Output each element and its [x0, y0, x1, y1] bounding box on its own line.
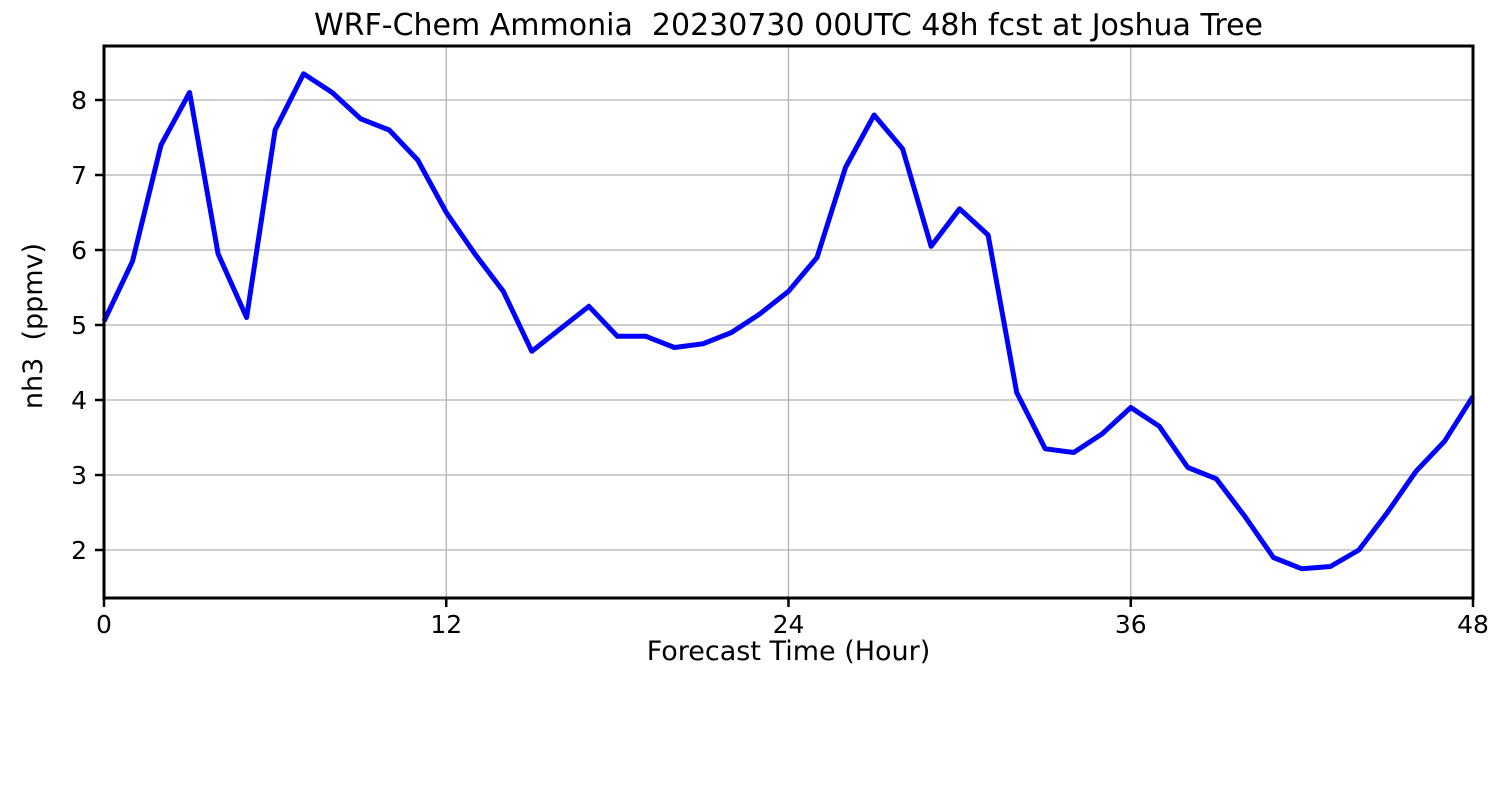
y-tick-label: 4	[71, 386, 87, 415]
y-tick-label: 3	[71, 461, 87, 490]
x-axis-label: Forecast Time (Hour)	[646, 636, 931, 667]
y-tick-label: 7	[71, 161, 87, 190]
y-tick-label: 5	[71, 311, 87, 340]
nh3-series-line	[101, 71, 1476, 572]
x-tick-label: 24	[773, 610, 805, 639]
x-tick-label: 12	[430, 610, 462, 639]
y-tick-label: 8	[71, 86, 87, 115]
y-tick-label: 6	[71, 236, 87, 265]
x-tick-label: 0	[96, 610, 112, 639]
x-tick-label: 36	[1115, 610, 1147, 639]
y-tick-label: 2	[71, 536, 87, 565]
x-tick-label: 48	[1457, 610, 1489, 639]
chart-title: WRF-Chem Ammonia 20230730 00UTC 48h fcst…	[314, 8, 1263, 43]
